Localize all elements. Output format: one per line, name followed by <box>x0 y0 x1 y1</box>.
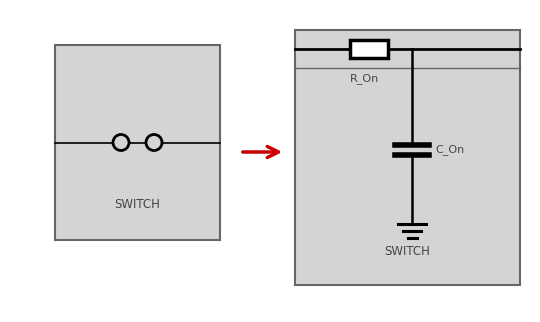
Text: SWITCH: SWITCH <box>114 198 160 212</box>
Bar <box>350 40 388 58</box>
Circle shape <box>113 135 129 150</box>
Circle shape <box>146 135 162 150</box>
Text: SWITCH: SWITCH <box>384 245 430 258</box>
Bar <box>295 30 520 285</box>
Text: C_On: C_On <box>435 144 464 155</box>
Bar <box>55 45 220 240</box>
Text: R_On: R_On <box>350 73 380 84</box>
